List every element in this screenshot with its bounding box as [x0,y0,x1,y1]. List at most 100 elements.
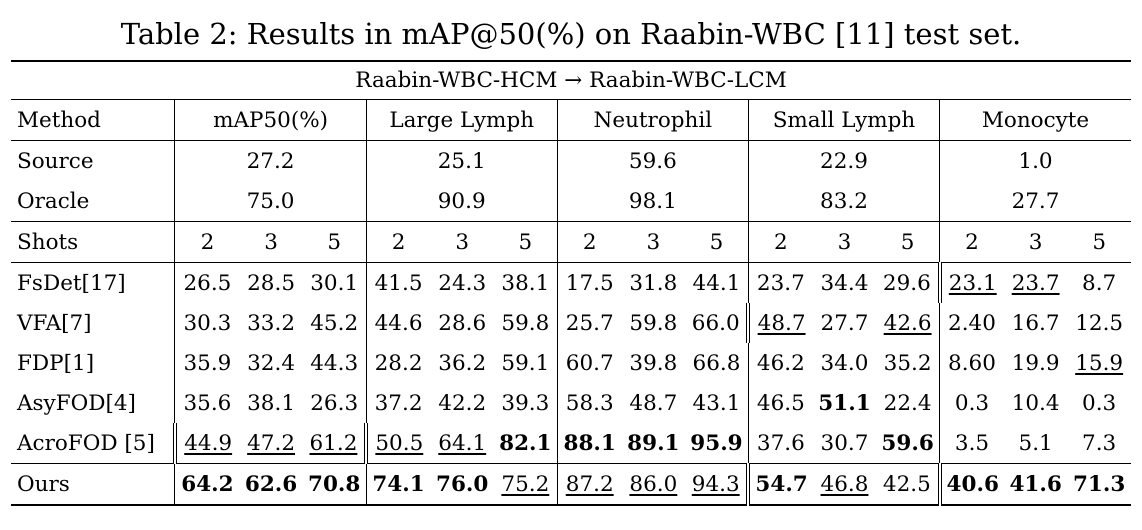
best-value: 71.3 [1067,463,1131,506]
table-cell: 75.2 [493,463,558,506]
table-cell: 27.7 [820,310,869,336]
table-cell: 39.3 [501,390,550,416]
table-cell: 37.6 [747,423,813,464]
shot-cell: 2 [747,221,813,263]
table-cell: 44.1 [685,262,749,303]
table-cell: 83.2 [747,181,940,222]
best-value: 54.7 [746,463,813,506]
table-cell: 61.2 [303,423,366,464]
table-cell: 59.6 [556,140,749,181]
table-cell: 23.7 [1003,262,1068,303]
second-best-value: 94.3 [691,471,740,497]
table-cell: 46.5 [747,383,813,423]
table-row: FDP[1] 35.9 32.4 44.3 28.2 36.2 59.1 60.… [11,343,1131,383]
method-name: Oracle [17,188,90,214]
method-name: AsyFOD[4] [17,390,136,416]
table-cell: 58.3 [556,383,622,423]
table-cell: 32.4 [247,350,295,376]
shot-cell: 5 [876,221,940,263]
shot-cell: 3 [621,221,686,263]
method-header: Method [11,99,175,141]
table-row: VFA[7] 30.3 33.2 45.2 44.6 28.6 59.8 25.… [11,303,1131,343]
table-cell: 86.0 [621,463,686,506]
results-table: Raabin-WBC-HCM → Raabin-WBC-LCM Method m… [11,60,1131,506]
table-cell: 44.9 [172,423,240,464]
second-best-value: 64.1 [438,430,487,456]
second-best-value: 46.8 [820,471,869,497]
table-cell: 5.1 [1018,430,1053,456]
setting-label: Raabin-WBC-HCM → Raabin-WBC-LCM [11,60,1131,100]
shot-cell: 3 [430,221,494,263]
method-name: Source [11,140,175,181]
shot-cell: 5 [302,221,367,263]
table-cell: 48.7 [746,303,813,343]
table-cell: 98.1 [556,181,749,222]
method-name: Ours [11,463,175,506]
table-cell: 41.5 [365,262,431,303]
second-best-value: 48.7 [757,310,806,336]
table-cell: 59.8 [629,310,678,336]
shot-cell: 3 [812,221,877,263]
ours-row: Ours 64.2 62.6 70.8 74.1 76.0 75.2 87.2 … [11,463,1131,506]
best-value: 41.6 [1003,463,1068,506]
table-cell: 0.3 [1082,390,1117,416]
table-caption: Table 2: Results in mAP@50(%) on Raabin-… [120,17,1022,51]
method-name: FDP[1] [17,350,95,376]
table-cell: 44.6 [365,303,431,343]
table-cell: 30.1 [302,262,367,303]
second-best-value: 23.7 [1011,270,1060,296]
second-best-value: 87.2 [565,471,614,497]
table-cell: 44.3 [310,350,359,376]
table-cell: 31.8 [621,262,686,303]
shot-cell: 2 [365,221,431,263]
table-cell: 33.2 [247,310,295,336]
table-cell: 59.8 [501,310,550,336]
table-row: AcroFOD [5] 44.9 47.2 61.2 50.5 64.1 82.… [11,423,1131,464]
table-cell: 10.4 [1011,390,1060,416]
second-best-value: 15.9 [1075,350,1124,376]
table-cell: 46.8 [812,463,877,506]
table-cell: 28.2 [365,343,431,383]
table-cell: 29.6 [876,262,940,303]
second-best-value: 23.1 [948,270,997,296]
table-cell: 15.9 [1067,343,1131,383]
best-value: 74.1 [365,463,431,506]
table-cell: 43.1 [692,390,741,416]
header-row: Method mAP50(%) Large Lymph Neutrophil S… [11,99,1131,141]
group-header: Monocyte [939,99,1131,141]
second-best-value: 61.2 [309,430,358,456]
table-cell: 66.0 [691,310,740,336]
best-value: 82.1 [499,430,552,456]
group-header: Small Lymph [747,99,940,141]
shot-cell: 2 [556,221,622,263]
table-cell: 24.3 [430,262,494,303]
second-best-value: 42.6 [883,310,932,336]
table-cell: 50.5 [364,423,431,464]
table-cell: 28.5 [239,262,303,303]
table-cell: 46.2 [747,343,813,383]
table-cell: 87.2 [556,463,622,506]
best-value: 40.6 [937,463,1004,506]
table-cell: 42.5 [876,463,940,506]
table-cell: 42.2 [438,390,487,416]
shot-cell: 3 [1003,221,1068,263]
table-cell: 75.0 [174,181,367,222]
table-cell: 47.2 [239,423,302,464]
best-value: 95.9 [690,430,743,456]
best-value: 62.6 [239,463,303,506]
table-cell: 35.6 [174,383,240,423]
table-cell: 94.3 [685,463,749,506]
shots-label: Shots [11,221,175,263]
table-row: Oracle 75.0 90.9 98.1 83.2 27.7 [11,181,1131,222]
best-value: 89.1 [627,430,680,456]
table-cell: 28.6 [438,310,487,336]
shot-cell: 5 [685,221,749,263]
method-name: FsDet[17] [11,262,175,303]
table-cell: 0.3 [939,383,1004,423]
table-cell: 42.6 [876,303,939,343]
table-cell: 36.2 [438,350,487,376]
second-best-value: 47.2 [247,430,295,456]
table-cell: 64.1 [431,423,494,464]
shot-cell: 5 [493,221,558,263]
table-cell: 35.9 [174,343,240,383]
